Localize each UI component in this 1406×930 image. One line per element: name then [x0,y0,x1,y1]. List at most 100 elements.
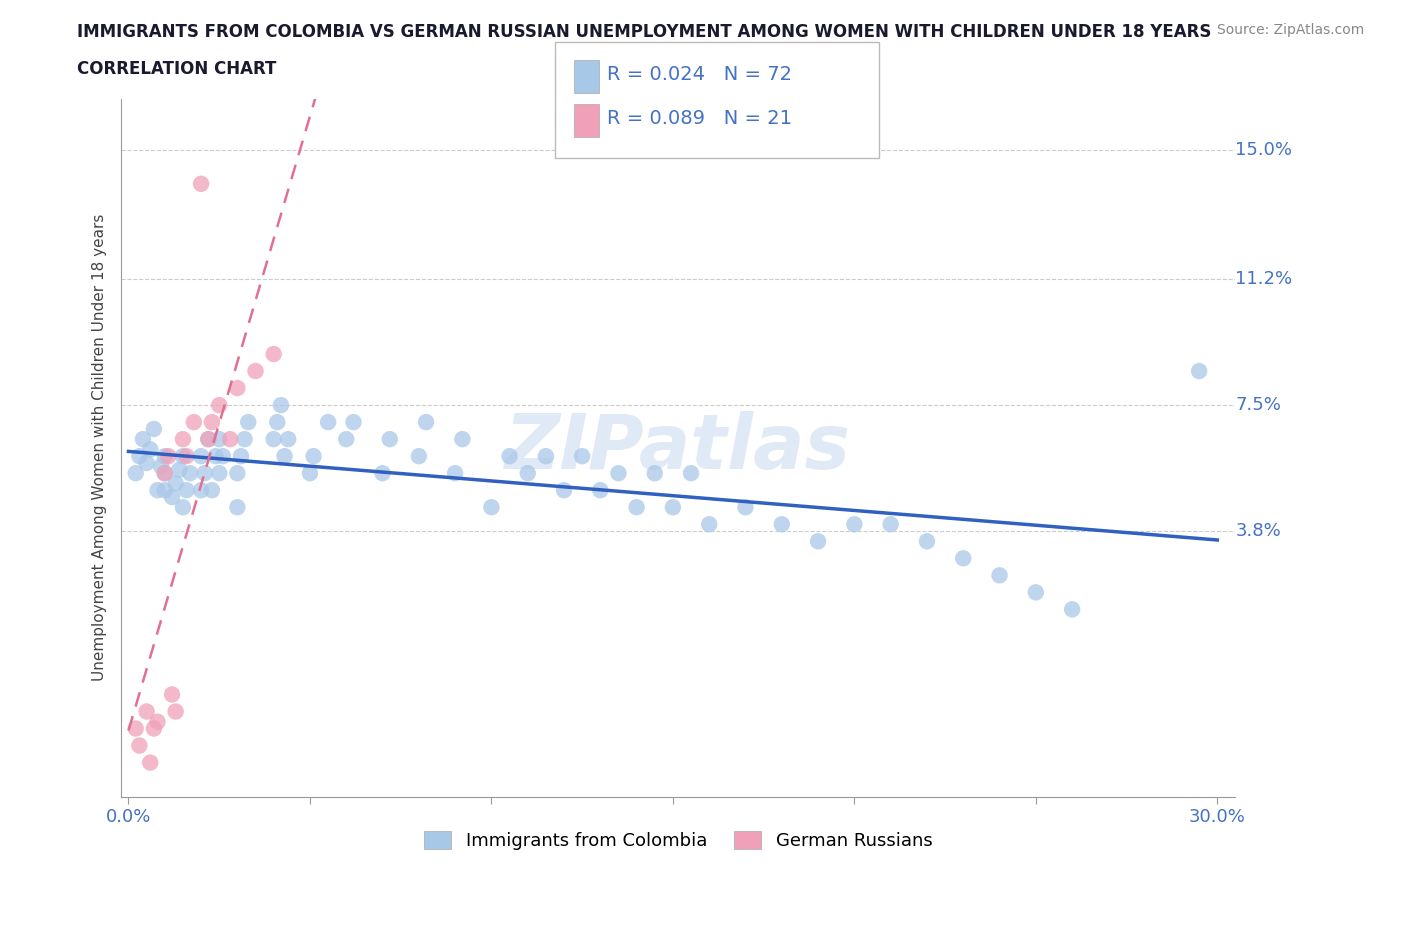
Point [952,551,974,565]
Point [172,449,194,464]
Point [211,449,233,464]
Point [146,483,169,498]
Point [201,415,224,430]
Point [988,568,1011,583]
Point [190,177,212,192]
Point [273,449,295,464]
Point [807,534,830,549]
Text: Source: ZipAtlas.com: Source: ZipAtlas.com [1216,23,1364,37]
Point [172,499,194,514]
Point [190,483,212,498]
Point [219,432,242,446]
Legend: Immigrants from Colombia, German Russians: Immigrants from Colombia, German Russian… [418,824,939,857]
Point [176,449,198,464]
Text: 15.0%: 15.0% [1236,140,1292,159]
Point [197,432,219,446]
Point [142,721,165,736]
Point [298,466,321,481]
Point [589,483,612,498]
Point [139,755,162,770]
Point [844,517,866,532]
Point [679,466,702,481]
Text: 3.8%: 3.8% [1236,522,1281,540]
Point [176,483,198,498]
Text: CORRELATION CHART: CORRELATION CHART [77,60,277,78]
Point [644,466,666,481]
Point [734,499,756,514]
Point [125,721,148,736]
Point [662,499,685,514]
Point [201,483,224,498]
Point [153,466,176,481]
Point [245,364,267,379]
Point [139,442,162,457]
Text: ZIPatlas: ZIPatlas [505,411,852,485]
Point [697,517,720,532]
Point [316,415,339,430]
Point [160,489,183,504]
Point [266,415,288,430]
Point [197,432,219,446]
Point [238,415,260,430]
Point [208,432,231,446]
Point [150,458,173,473]
Point [415,415,437,430]
Text: R = 0.024   N = 72: R = 0.024 N = 72 [607,65,793,84]
Point [142,421,165,436]
Point [226,466,249,481]
Text: 7.5%: 7.5% [1236,396,1281,414]
Point [378,432,401,446]
Point [153,483,176,498]
Point [571,449,593,464]
Point [208,466,231,481]
Point [498,449,520,464]
Point [169,462,191,477]
Point [165,704,187,719]
Point [183,415,205,430]
Text: 11.2%: 11.2% [1236,270,1292,288]
Point [481,499,503,514]
Text: IMMIGRANTS FROM COLOMBIA VS GERMAN RUSSIAN UNEMPLOYMENT AMONG WOMEN WITH CHILDRE: IMMIGRANTS FROM COLOMBIA VS GERMAN RUSSI… [77,23,1212,41]
Point [125,466,148,481]
Point [408,449,430,464]
Point [179,466,201,481]
Point [1062,602,1084,617]
Point [444,466,467,481]
Text: R = 0.089   N = 21: R = 0.089 N = 21 [607,109,793,127]
Point [270,398,292,413]
Point [208,398,231,413]
Point [233,432,256,446]
Point [277,432,299,446]
Point [132,432,155,446]
Point [153,466,176,481]
Point [153,449,176,464]
Point [226,499,249,514]
Point [553,483,575,498]
Point [770,517,793,532]
Point [302,449,325,464]
Point [1188,364,1211,379]
Point [1025,585,1047,600]
Point [172,432,194,446]
Point [263,432,285,446]
Point [204,449,226,464]
Point [135,704,157,719]
Point [135,456,157,471]
Point [534,449,557,464]
Point [626,499,648,514]
Point [229,449,252,464]
Point [607,466,630,481]
Point [371,466,394,481]
Point [451,432,474,446]
Point [263,347,285,362]
Point [128,449,150,464]
Point [165,476,187,491]
Point [128,738,150,753]
Point [190,449,212,464]
Point [335,432,357,446]
Y-axis label: Unemployment Among Women with Children Under 18 years: Unemployment Among Women with Children U… [93,214,107,682]
Point [342,415,364,430]
Point [516,466,538,481]
Point [157,449,180,464]
Point [879,517,901,532]
